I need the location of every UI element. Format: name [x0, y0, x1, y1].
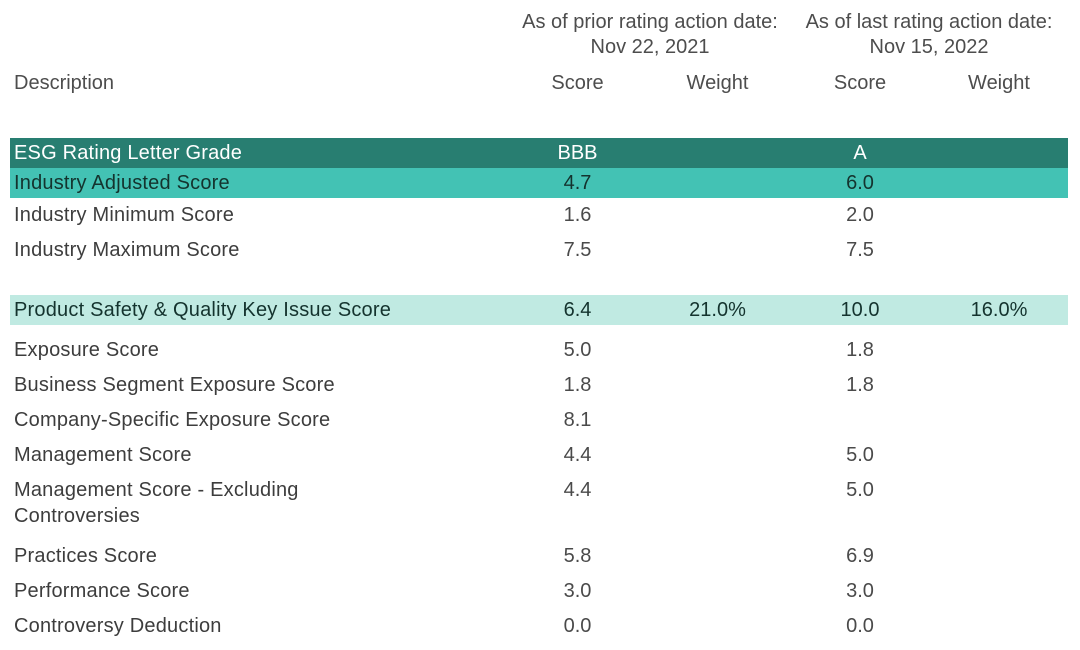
row-label: Exposure Score — [14, 339, 160, 361]
row-label-line-1: Management Score - Excluding — [14, 479, 299, 501]
row-label: Practices Score — [14, 545, 158, 567]
row-label: Management Score - Excluding Controversi… — [10, 477, 510, 529]
prior-score-cell: 5.0 — [563, 339, 592, 361]
last-score-cell: 6.0 — [846, 171, 874, 194]
last-weight-cell: 16.0% — [970, 298, 1028, 321]
row-label: Industry Minimum Score — [14, 204, 235, 226]
row-label: Company-Specific Exposure Score — [14, 409, 331, 431]
last-rating-date-value: Nov 15, 2022 — [869, 36, 989, 58]
table-row-management-score: Management Score 4.4 5.0 — [10, 438, 1068, 473]
date-group-header-row: As of prior rating action date: Nov 22, … — [10, 10, 1068, 60]
prior-score-cell: 4.4 — [563, 444, 592, 466]
prior-score-cell: 8.1 — [563, 409, 592, 431]
row-label: ESG Rating Letter Grade — [14, 141, 243, 164]
row-spacer — [0, 325, 1080, 333]
last-score-cell: 3.0 — [846, 580, 874, 602]
prior-score-cell: BBB — [557, 141, 598, 164]
table-row-company-specific-exposure-score: Company-Specific Exposure Score 8.1 — [10, 403, 1068, 438]
prior-score-cell: 3.0 — [563, 580, 592, 602]
last-score-cell: A — [853, 141, 867, 164]
table-row-product-safety-quality-key-issue-score: Product Safety & Quality Key Issue Score… — [10, 295, 1068, 325]
prior-score-cell: 1.6 — [563, 204, 592, 226]
last-score-cell: 7.5 — [846, 239, 874, 261]
last-rating-date-header: As of last rating action date: Nov 15, 2… — [790, 10, 1068, 60]
row-label: Product Safety & Quality Key Issue Score — [14, 298, 392, 321]
table-row-management-score-excluding-controversies: Management Score - Excluding Controversi… — [10, 473, 1068, 539]
table-row-exposure-score: Exposure Score 5.0 1.8 — [10, 333, 1068, 368]
last-score-column-header: Score — [833, 71, 887, 94]
last-score-cell: 2.0 — [846, 204, 874, 226]
table-row-business-segment-exposure-score: Business Segment Exposure Score 1.8 1.8 — [10, 368, 1068, 403]
prior-score-cell: 0.0 — [563, 615, 592, 637]
table-row-industry-adjusted-score: Industry Adjusted Score 4.7 6.0 — [10, 168, 1068, 198]
prior-score-cell: 4.7 — [563, 171, 592, 194]
row-label-line-2: Controversies — [14, 505, 140, 527]
row-label: Industry Adjusted Score — [14, 171, 230, 194]
last-score-cell: 0.0 — [846, 615, 874, 637]
table-row-practices-score: Practices Score 5.8 6.9 — [10, 539, 1068, 574]
row-label: Controversy Deduction — [14, 615, 222, 637]
row-label: Management Score — [14, 444, 192, 466]
row-label: Industry Maximum Score — [14, 239, 240, 261]
prior-rating-date-header: As of prior rating action date: Nov 22, … — [510, 10, 790, 60]
column-header-row: Description Score Weight Score Weight — [10, 70, 1068, 96]
prior-rating-date-label: As of prior rating action date: — [522, 11, 778, 33]
group-header-spacer — [10, 10, 510, 60]
last-score-cell: 1.8 — [846, 374, 874, 396]
table-row-esg-rating-letter-grade: ESG Rating Letter Grade BBB A — [10, 138, 1068, 168]
last-rating-date-label: As of last rating action date: — [805, 11, 1053, 33]
last-score-cell: 5.0 — [846, 479, 874, 501]
table-body: ESG Rating Letter Grade BBB A Industry A… — [0, 138, 1080, 644]
last-weight-column-header: Weight — [968, 71, 1030, 94]
prior-score-cell: 7.5 — [563, 239, 592, 261]
table-row-controversy-deduction: Controversy Deduction 0.0 0.0 — [10, 609, 1068, 644]
last-score-cell: 10.0 — [840, 298, 880, 321]
prior-score-cell: 5.8 — [563, 545, 592, 567]
prior-rating-date-value: Nov 22, 2021 — [590, 36, 710, 58]
last-score-cell: 6.9 — [846, 545, 874, 567]
prior-score-cell: 4.4 — [563, 479, 592, 501]
table-row-industry-maximum-score: Industry Maximum Score 7.5 7.5 — [10, 233, 1068, 268]
table-row-performance-score: Performance Score 3.0 3.0 — [10, 574, 1068, 609]
section-divider — [0, 268, 1080, 295]
prior-score-column-header: Score — [551, 71, 604, 94]
prior-weight-column-header: Weight — [686, 71, 749, 94]
row-label: Performance Score — [14, 580, 190, 602]
last-score-cell: 5.0 — [846, 444, 874, 466]
table-row-industry-minimum-score: Industry Minimum Score 1.6 2.0 — [10, 198, 1068, 233]
row-label: Business Segment Exposure Score — [14, 374, 335, 396]
description-column-header: Description — [14, 71, 115, 94]
prior-score-cell: 6.4 — [563, 298, 592, 321]
prior-score-cell: 1.8 — [563, 374, 592, 396]
prior-weight-cell: 21.0% — [689, 298, 746, 321]
last-score-cell: 1.8 — [846, 339, 874, 361]
